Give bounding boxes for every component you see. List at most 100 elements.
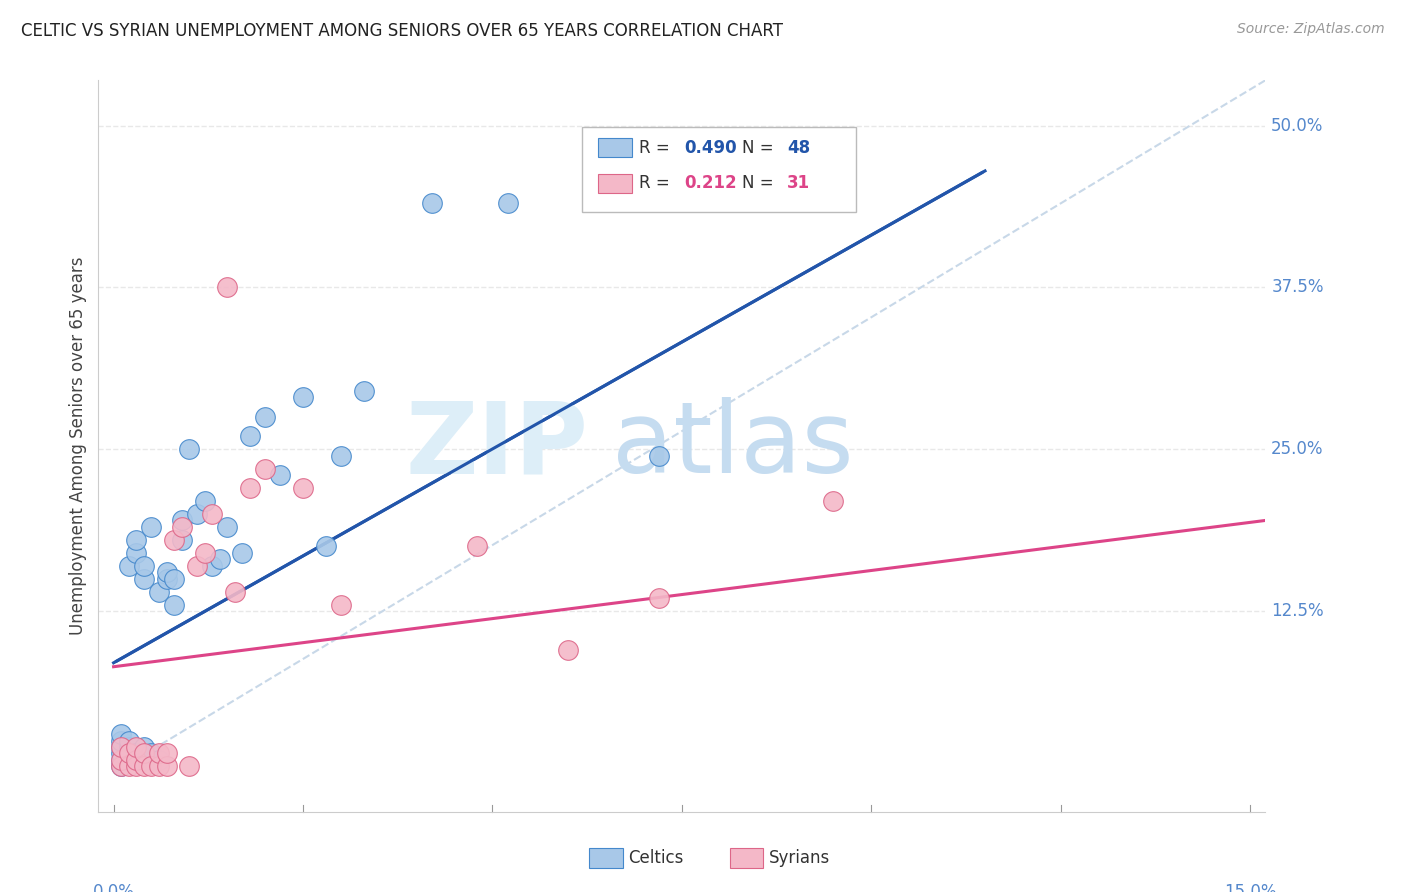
Point [163, 533, 186, 547]
Point [132, 558, 155, 573]
Point [179, 759, 201, 773]
Point [141, 520, 163, 534]
Text: 25.0%: 25.0% [1271, 441, 1323, 458]
Point [193, 546, 215, 560]
Point [132, 747, 155, 761]
Text: R =: R = [640, 139, 675, 157]
Text: R =: R = [640, 175, 675, 193]
Point [156, 747, 179, 761]
Point [254, 461, 277, 475]
Point [110, 759, 132, 773]
Text: 12.5%: 12.5% [1271, 602, 1324, 620]
Point [141, 753, 163, 767]
Point [132, 739, 155, 754]
Point [110, 739, 132, 754]
Point [110, 759, 132, 773]
Point [110, 733, 132, 747]
Point [224, 584, 246, 599]
Point [292, 391, 315, 405]
Point [148, 759, 170, 773]
Point [110, 753, 132, 767]
Text: 0.0%: 0.0% [93, 883, 135, 892]
Point [170, 520, 193, 534]
Point [148, 584, 170, 599]
Point [125, 533, 148, 547]
Point [496, 196, 519, 211]
Point [163, 572, 186, 586]
Text: Source: ZipAtlas.com: Source: ZipAtlas.com [1237, 22, 1385, 37]
Point [110, 747, 132, 761]
Text: atlas: atlas [612, 398, 853, 494]
Point [186, 558, 208, 573]
Point [110, 727, 132, 741]
Text: 0.212: 0.212 [685, 175, 737, 193]
Point [329, 598, 352, 612]
Text: 50.0%: 50.0% [1271, 117, 1323, 135]
Text: CELTIC VS SYRIAN UNEMPLOYMENT AMONG SENIORS OVER 65 YEARS CORRELATION CHART: CELTIC VS SYRIAN UNEMPLOYMENT AMONG SENI… [21, 22, 783, 40]
Point [156, 759, 179, 773]
Point [118, 558, 141, 573]
Text: Celtics: Celtics [628, 849, 683, 867]
Text: 0.490: 0.490 [685, 139, 737, 157]
Text: N =: N = [742, 175, 779, 193]
Point [648, 591, 671, 606]
Point [110, 739, 132, 754]
Point [118, 739, 141, 754]
Point [823, 494, 845, 508]
Point [557, 643, 579, 657]
Point [231, 546, 253, 560]
Point [329, 449, 352, 463]
Point [118, 733, 141, 747]
Point [269, 468, 291, 483]
Point [193, 494, 215, 508]
Point [648, 449, 671, 463]
Point [254, 409, 277, 424]
Text: 37.5%: 37.5% [1271, 278, 1323, 296]
Text: Syrians: Syrians [769, 849, 831, 867]
Point [125, 546, 148, 560]
Point [132, 753, 155, 767]
Point [353, 384, 375, 398]
Text: 15.0%: 15.0% [1225, 883, 1277, 892]
Point [465, 539, 488, 553]
Point [132, 759, 155, 773]
Point [156, 566, 179, 580]
Point [201, 558, 224, 573]
Point [420, 196, 443, 211]
Point [125, 753, 148, 767]
Point [125, 739, 148, 754]
Point [239, 481, 262, 495]
Point [217, 520, 239, 534]
Point [118, 747, 141, 761]
Point [132, 572, 155, 586]
Point [141, 759, 163, 773]
Point [132, 747, 155, 761]
Point [170, 533, 193, 547]
Point [125, 759, 148, 773]
Text: 48: 48 [787, 139, 810, 157]
Point [239, 429, 262, 443]
Text: N =: N = [742, 139, 779, 157]
Point [148, 747, 170, 761]
Point [217, 280, 239, 294]
Point [201, 507, 224, 521]
Point [110, 753, 132, 767]
Point [148, 753, 170, 767]
Point [156, 572, 179, 586]
Text: ZIP: ZIP [406, 398, 589, 494]
Point [141, 747, 163, 761]
Point [292, 481, 315, 495]
Point [315, 539, 337, 553]
Point [125, 747, 148, 761]
Text: 31: 31 [787, 175, 810, 193]
Point [118, 759, 141, 773]
Y-axis label: Unemployment Among Seniors over 65 years: Unemployment Among Seniors over 65 years [69, 257, 87, 635]
Point [125, 753, 148, 767]
Point [186, 507, 208, 521]
Point [179, 442, 201, 457]
Point [163, 598, 186, 612]
Point [170, 513, 193, 527]
Point [118, 747, 141, 761]
Point [208, 552, 231, 566]
Point [118, 753, 141, 767]
